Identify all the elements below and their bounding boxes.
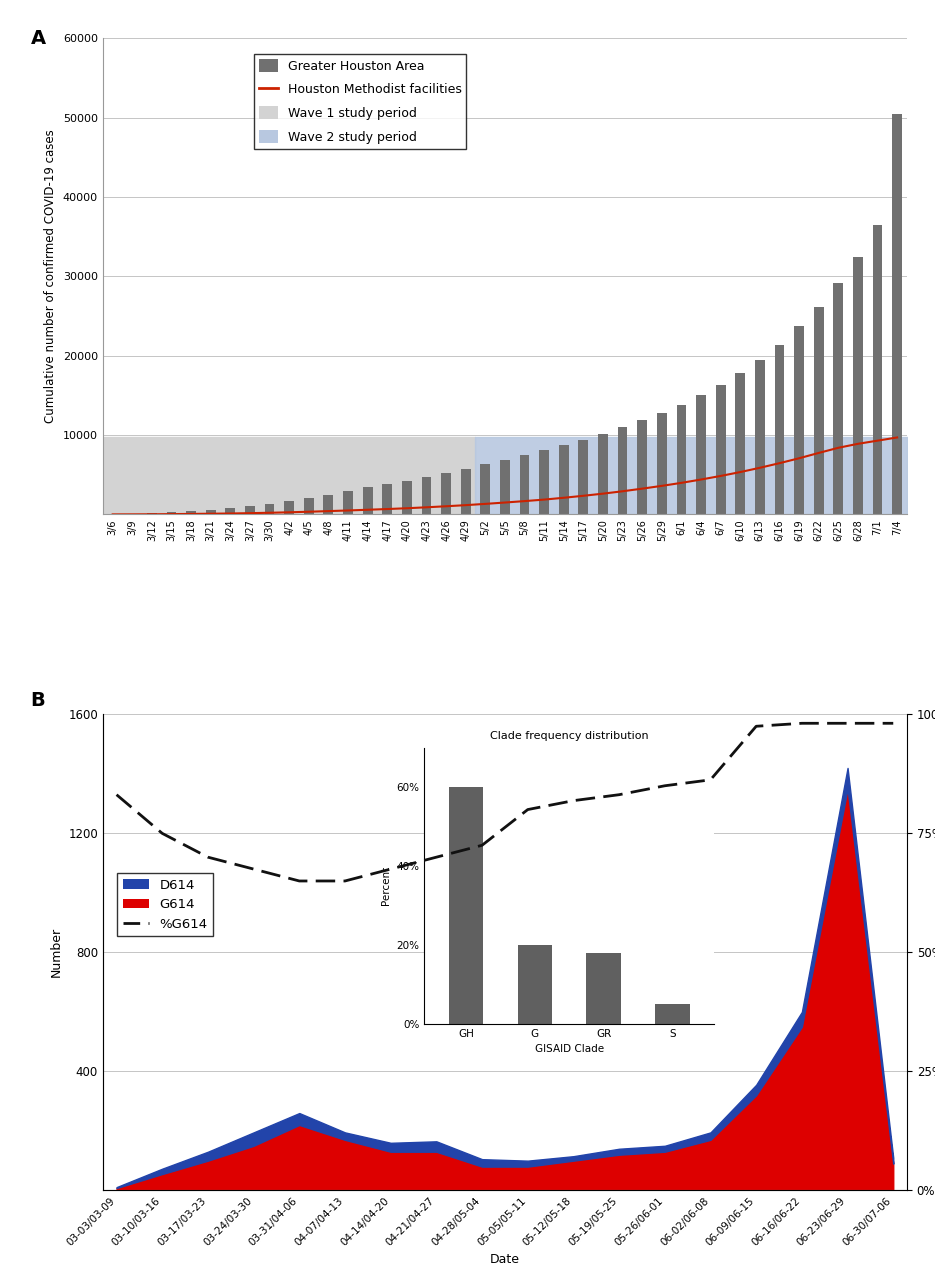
Legend: Greater Houston Area, Houston Methodist facilities, Wave 1 study period, Wave 2 : Greater Houston Area, Houston Methodist … (253, 54, 467, 148)
Bar (441, 474, 451, 515)
Bar (697, 396, 706, 515)
Bar (618, 428, 627, 515)
Y-axis label: Cumulative number of confirmed COVID-19 cases: Cumulative number of confirmed COVID-19 … (44, 129, 57, 424)
Bar (422, 476, 431, 515)
Bar (677, 404, 686, 515)
Bar (735, 374, 745, 515)
Bar (638, 420, 647, 515)
Bar (324, 494, 333, 515)
Bar (813, 307, 824, 515)
Bar (853, 256, 863, 515)
Bar (225, 508, 236, 515)
X-axis label: Date: Date (490, 1253, 520, 1266)
Bar (872, 225, 883, 515)
Bar (147, 513, 157, 515)
Bar (500, 460, 510, 515)
Bar (363, 488, 372, 515)
Bar (892, 114, 902, 515)
Bar (461, 468, 470, 515)
Bar (481, 465, 490, 515)
Bar (265, 504, 275, 515)
Legend: D614, G614, %G614: D614, G614, %G614 (118, 873, 213, 936)
Bar (520, 454, 529, 515)
Bar (794, 326, 804, 515)
Bar (559, 445, 568, 515)
Text: B: B (31, 691, 45, 709)
Bar (755, 360, 765, 515)
Bar (402, 481, 411, 515)
Bar (657, 413, 667, 515)
Bar (206, 509, 216, 515)
Bar (382, 484, 392, 515)
Bar (774, 346, 784, 515)
Bar (343, 492, 352, 515)
Bar (833, 283, 843, 515)
Bar (245, 506, 255, 515)
Bar (579, 440, 588, 515)
Bar (304, 498, 313, 515)
Bar (715, 385, 726, 515)
Text: A: A (31, 29, 46, 47)
Y-axis label: Number: Number (50, 927, 63, 978)
Bar (166, 512, 177, 515)
Bar (598, 434, 608, 515)
Bar (186, 511, 196, 515)
Bar (539, 451, 549, 515)
Bar (284, 502, 295, 515)
